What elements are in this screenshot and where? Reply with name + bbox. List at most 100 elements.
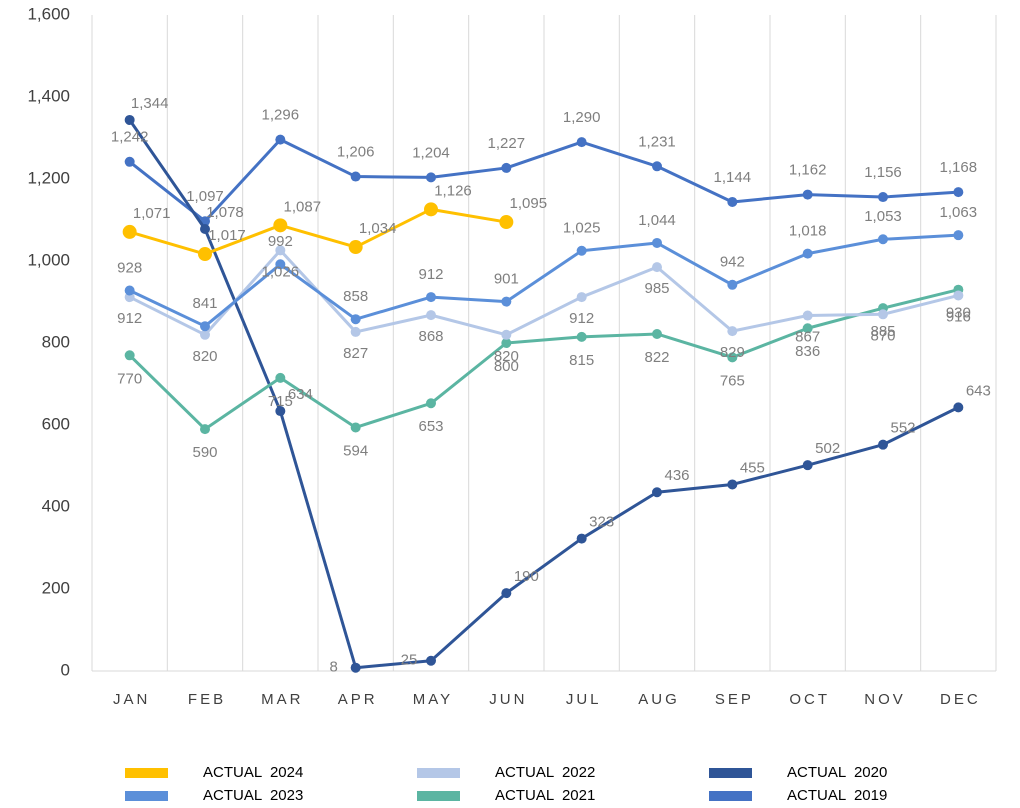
- legend-label: ACTUAL 2023: [203, 787, 303, 804]
- data-label: 815: [569, 352, 594, 369]
- data-point: [878, 439, 888, 450]
- data-point: [727, 352, 738, 363]
- y-tick-label: 1,400: [27, 86, 70, 105]
- data-label: 25: [401, 652, 418, 669]
- data-label: 867: [795, 328, 820, 345]
- data-label: 1,087: [284, 198, 322, 215]
- data-label: 885: [870, 323, 895, 340]
- data-point: [200, 224, 210, 235]
- data-label: 770: [117, 370, 142, 387]
- x-tick-label: APR: [338, 691, 378, 708]
- data-point: [350, 326, 361, 337]
- data-label: 912: [117, 310, 142, 327]
- data-label: 836: [795, 343, 820, 360]
- data-label: 992: [268, 233, 293, 250]
- data-point: [426, 292, 436, 303]
- data-label: 820: [192, 348, 217, 365]
- data-point: [275, 134, 286, 145]
- data-point: [200, 424, 210, 435]
- y-tick-label: 600: [42, 414, 70, 433]
- data-point: [953, 187, 964, 198]
- data-point: [501, 162, 512, 173]
- y-tick-label: 200: [42, 578, 70, 597]
- data-point: [200, 321, 210, 332]
- data-label: 1,063: [940, 204, 978, 221]
- data-point: [652, 262, 662, 273]
- data-label: 590: [192, 444, 217, 461]
- series-line: [128, 288, 959, 431]
- y-tick-label: 0: [61, 660, 70, 679]
- data-label: 765: [720, 372, 745, 389]
- data-label: 190: [514, 568, 539, 585]
- data-point: [652, 161, 662, 172]
- x-tick-label: NOV: [864, 691, 906, 708]
- data-point: [424, 202, 438, 217]
- data-point: [727, 279, 738, 290]
- data-point: [350, 422, 361, 433]
- data-label: 643: [966, 382, 991, 399]
- data-label: 928: [117, 259, 142, 276]
- x-tick-label: MAR: [261, 691, 303, 708]
- data-point: [275, 245, 286, 256]
- data-label: 1,344: [131, 95, 169, 112]
- legend-label: ACTUAL 2020: [787, 764, 887, 781]
- data-point: [652, 328, 662, 339]
- data-point: [576, 245, 587, 256]
- data-label: 800: [494, 358, 519, 375]
- x-tick-label: MAY: [413, 691, 453, 708]
- legend-label: ACTUAL 2021: [495, 787, 595, 804]
- data-point: [878, 309, 888, 320]
- y-tick-label: 1,600: [27, 4, 70, 23]
- data-label: 822: [644, 349, 669, 366]
- data-label: 715: [268, 393, 293, 410]
- y-tick-label: 800: [42, 332, 70, 351]
- data-label: 901: [494, 271, 519, 288]
- legend-label: ACTUAL 2022: [495, 764, 595, 781]
- data-label: 1,144: [714, 169, 752, 186]
- series-line: [128, 138, 959, 223]
- data-label: 930: [946, 305, 971, 322]
- data-label: 1,025: [563, 220, 601, 237]
- data-label: 1,227: [488, 135, 526, 152]
- data-label: 1,290: [563, 109, 601, 126]
- data-point: [350, 662, 361, 673]
- data-label: 1,017: [208, 227, 246, 244]
- x-tick-label: JUL: [566, 691, 602, 708]
- data-label: 820: [494, 348, 519, 365]
- legend-label: ACTUAL 2019: [787, 787, 887, 804]
- data-label: 1,126: [434, 182, 472, 199]
- data-label: 1,071: [133, 205, 171, 222]
- x-tick-label: AUG: [638, 691, 680, 708]
- data-label: 942: [720, 254, 745, 271]
- x-tick-label: SEP: [715, 691, 754, 708]
- data-point: [802, 323, 813, 334]
- data-label: 436: [664, 467, 689, 484]
- data-point: [576, 137, 587, 148]
- data-label: 1,034: [359, 220, 397, 237]
- x-tick-label: OCT: [789, 691, 830, 708]
- data-label: 912: [569, 310, 594, 327]
- data-label: 841: [192, 295, 217, 312]
- data-label: 1,097: [186, 188, 224, 205]
- data-point: [953, 290, 964, 301]
- data-point: [426, 655, 436, 666]
- data-label: 1,168: [940, 159, 978, 176]
- data-point: [350, 171, 361, 182]
- data-label: 8: [329, 659, 337, 676]
- data-point: [652, 237, 662, 248]
- data-point: [576, 533, 587, 544]
- data-point: [727, 479, 738, 490]
- data-point: [124, 285, 135, 296]
- data-label: 1,095: [510, 195, 548, 212]
- data-label: 912: [418, 266, 443, 283]
- data-label: 1,044: [638, 212, 676, 229]
- data-label: 1,078: [206, 204, 244, 221]
- data-point: [576, 292, 587, 303]
- data-point: [802, 189, 813, 200]
- data-label: 502: [815, 440, 840, 457]
- y-tick-label: 1,200: [27, 168, 70, 187]
- y-tick-label: 1,000: [27, 250, 70, 269]
- data-point: [122, 224, 137, 239]
- data-point: [124, 156, 135, 167]
